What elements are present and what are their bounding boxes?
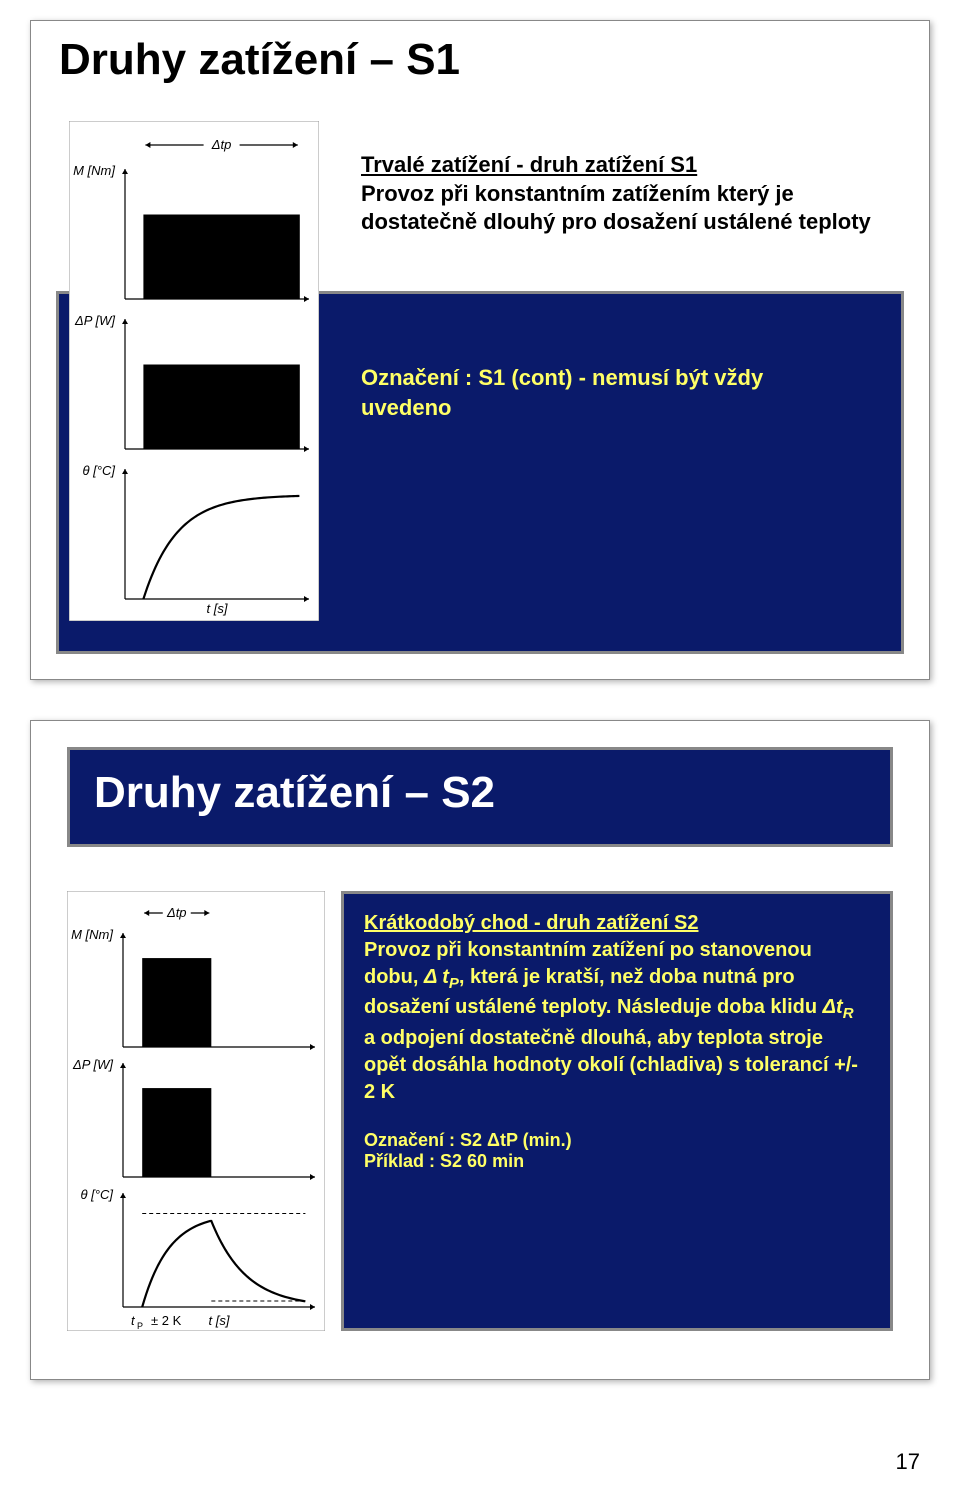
slide2-dtr: ΔtR: [823, 996, 854, 1018]
slide2-label-block: Označení : S2 ΔtP (min.) Příklad : S2 60…: [364, 1130, 870, 1172]
figure-s2: ΔtpM [Nm]ΔP [W]θ [°C]tP± 2 Kt [s]: [67, 891, 325, 1331]
slide2-dtp: Δ tP: [424, 966, 459, 988]
svg-text:ΔP [W]: ΔP [W]: [72, 1057, 113, 1072]
svg-text:M [Nm]: M [Nm]: [73, 163, 115, 178]
slide1-heading: Trvalé zatížení - druh zatížení S1: [361, 152, 697, 177]
slide1-description: Trvalé zatížení - druh zatížení S1 Provo…: [361, 151, 881, 237]
slide1-desc-text: Provoz při konstantním zatížením který j…: [361, 181, 871, 235]
slide2-description: Krátkodobý chod - druh zatížení S2 Provo…: [364, 910, 870, 1106]
slide1-label: Označení : S1 (cont) - nemusí být vždy u…: [361, 363, 821, 422]
svg-text:ΔP [W]: ΔP [W]: [74, 313, 115, 328]
svg-text:P: P: [137, 1321, 143, 1331]
svg-text:θ [°C]: θ [°C]: [83, 463, 116, 478]
slide2-p3: a odpojení dostatečně dlouhá, aby teplot…: [364, 1027, 858, 1103]
svg-text:± 2 K: ± 2 K: [151, 1313, 182, 1328]
slide2-title-text: Druhy zatížení – S2: [94, 768, 495, 817]
svg-text:θ [°C]: θ [°C]: [81, 1187, 114, 1202]
figure-s1: Δtp M [Nm] ΔP [W] θ [°C] t [s]: [69, 121, 319, 621]
slide2-blue-panel: Krátkodobý chod - druh zatížení S2 Provo…: [341, 891, 893, 1331]
slide-s2: Druhy zatížení – S2 Δtp M [Nm] ΔP [W] θ [°C…: [30, 720, 930, 1380]
slide2-label1-pre: Označení : S2: [364, 1130, 487, 1150]
svg-text:M [Nm]: M [Nm]: [71, 927, 113, 942]
svg-text:t [s]: t [s]: [209, 1313, 230, 1328]
slide2-heading: Krátkodobý chod - druh zatížení S2: [364, 912, 698, 934]
slide-s1: Druhy zatížení – S1 Δtp M [Nm] ΔP [W] θ [°C…: [30, 20, 930, 680]
slide2-title: Druhy zatížení – S2: [67, 747, 893, 847]
svg-text:Δtp: Δtp: [211, 137, 232, 152]
page-number: 17: [896, 1449, 920, 1475]
slide1-title: Druhy zatížení – S1: [59, 35, 460, 85]
svg-text:t [s]: t [s]: [207, 601, 228, 616]
svg-text:Δtp: Δtp: [166, 905, 187, 920]
slide2-label2: Příklad : S2 60 min: [364, 1151, 524, 1171]
